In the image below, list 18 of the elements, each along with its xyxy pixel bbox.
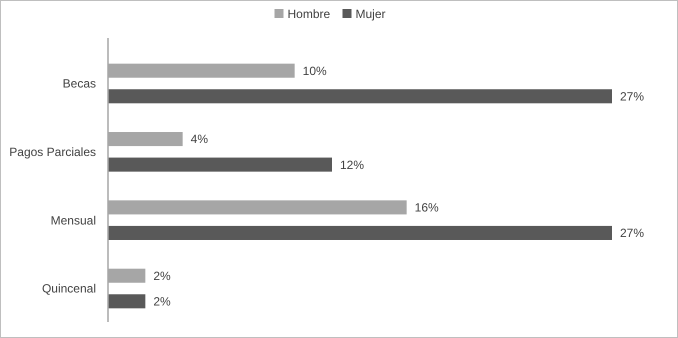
data-label: 4% (190, 132, 208, 146)
bar (108, 226, 612, 240)
y-tick-label: Becas (62, 76, 96, 91)
y-tick-label: Quincenal (42, 282, 96, 296)
data-label: 12% (340, 158, 364, 172)
bar (108, 158, 332, 172)
legend-label: Mujer (356, 7, 386, 22)
legend-label: Hombre (288, 7, 331, 22)
data-label: 2% (153, 268, 172, 283)
bar (108, 294, 146, 308)
bar (108, 89, 612, 104)
y-tick-label: Pagos Parciales (9, 145, 96, 160)
data-label: 27% (620, 226, 644, 240)
data-label: 27% (620, 89, 644, 104)
data-label: 16% (414, 200, 440, 215)
y-tick-label: Mensual (50, 213, 96, 228)
data-label: 10% (302, 64, 328, 78)
data-label: 2% (153, 294, 172, 308)
